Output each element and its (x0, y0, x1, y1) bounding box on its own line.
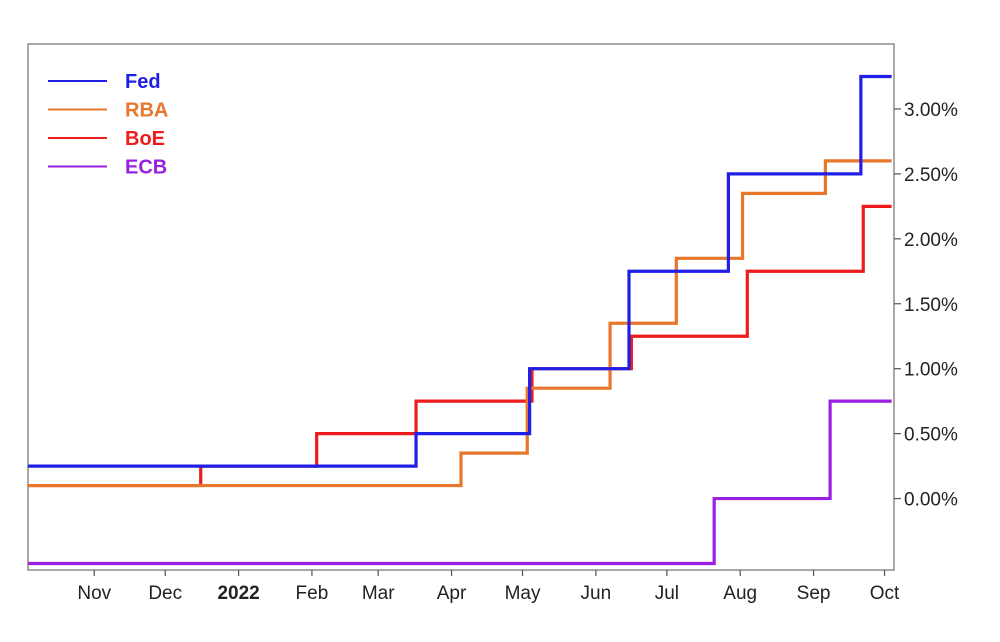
x-tick-label: Oct (870, 583, 900, 604)
series-layer (28, 74, 892, 566)
plot-area-frame (27, 43, 895, 571)
series-line-fed (28, 74, 892, 468)
x-tick-label: Feb (296, 583, 329, 604)
y-tick-label: 0.50% (904, 425, 958, 446)
legend-label-boe: BoE (125, 128, 165, 150)
x-tick-label: Jun (581, 583, 612, 604)
x-tick-label: Jul (655, 583, 679, 604)
series-line-ecb (28, 399, 892, 566)
legend-label-rba: RBA (125, 100, 168, 122)
legend-label-fed: Fed (125, 71, 161, 93)
legend-label-ecb: ECB (125, 157, 167, 179)
y-tick-label: 2.50% (904, 165, 958, 186)
x-tick-label: 2022 (217, 583, 259, 604)
axis-layer: 0.00% 0.50% 1.00% 1.50% 2.00% 2.50% 3.00% Nov De… (77, 100, 958, 604)
x-tick-label: Sep (797, 583, 831, 604)
y-tick-label: 1.00% (904, 360, 958, 381)
x-tick-label: Dec (148, 583, 182, 604)
x-tick-label: Aug (723, 583, 757, 604)
x-tick-label: Apr (437, 583, 467, 604)
y-tick-label: 3.00% (904, 100, 958, 121)
x-tick-label: Mar (362, 583, 395, 604)
legend: Fed RBA BoE ECB (48, 71, 168, 179)
y-tick-label: 1.50% (904, 295, 958, 316)
y-tick-label: 2.00% (904, 230, 958, 251)
x-tick-label: Nov (77, 583, 111, 604)
series-line-rba (28, 159, 892, 488)
y-tick-label: 0.00% (904, 490, 958, 511)
x-tick-label: May (505, 583, 541, 604)
